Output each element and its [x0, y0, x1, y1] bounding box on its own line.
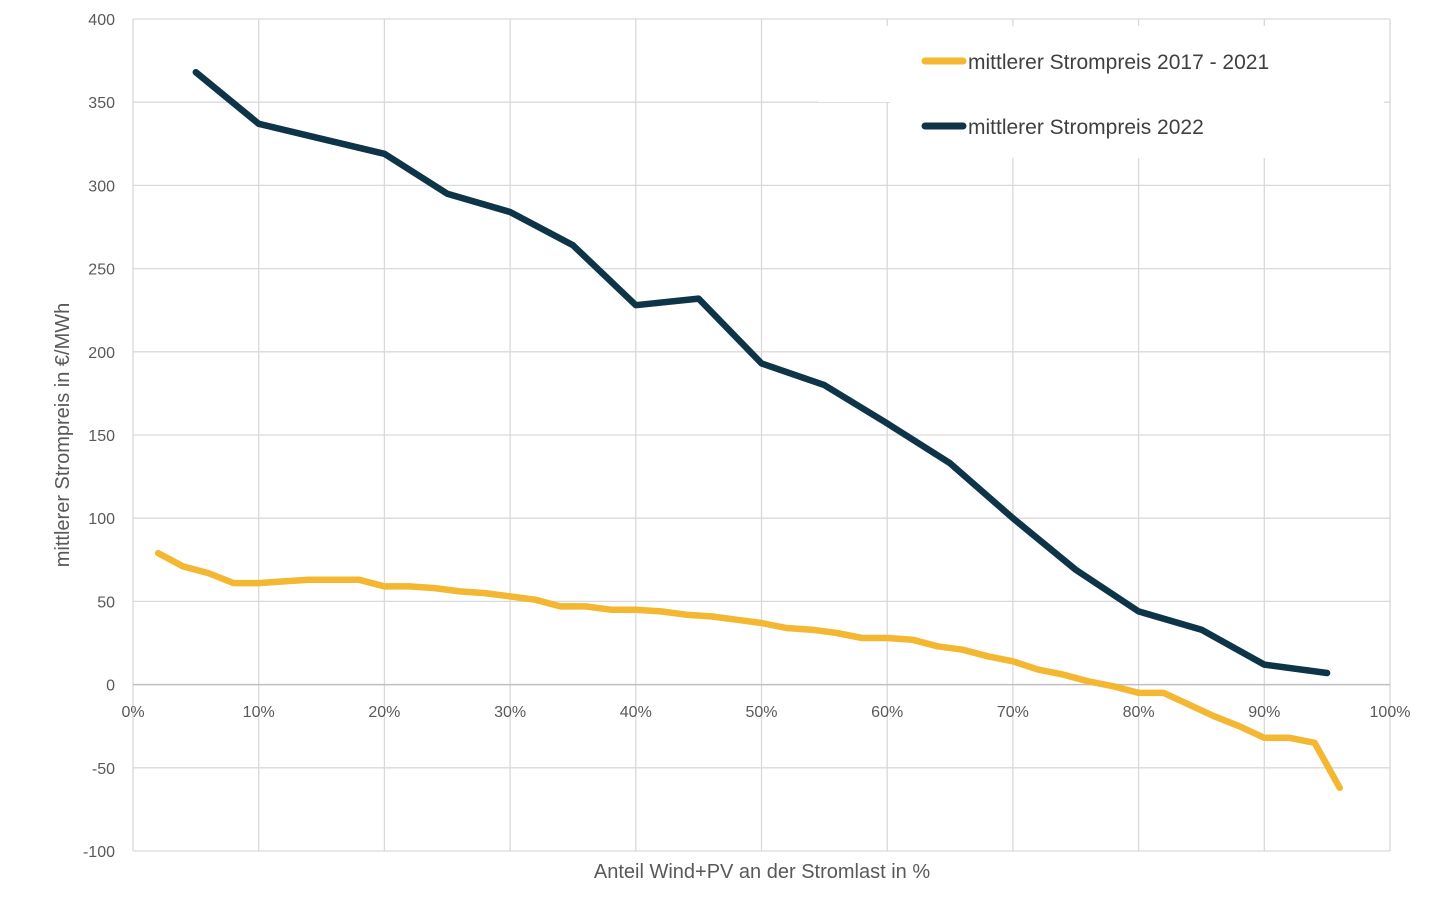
y-axis-title: mittlerer Strompreis in €/MWh	[52, 303, 74, 568]
y-tick-label: 100	[88, 511, 115, 528]
y-tick-label: 150	[88, 428, 115, 445]
y-tick-label: 300	[88, 178, 115, 195]
x-tick-label: 20%	[368, 704, 400, 721]
legend-box	[890, 100, 1384, 158]
y-tick-labels: -100 -50 0 50 100 150 200 250 300 350 400	[83, 12, 115, 861]
y-tick-label: 0	[106, 678, 115, 695]
legend-box	[818, 26, 1384, 102]
x-tick-label: 0%	[121, 704, 144, 721]
x-tick-label: 40%	[620, 704, 652, 721]
x-tick-label: 70%	[997, 704, 1029, 721]
legend-background	[818, 26, 1384, 158]
y-tick-label: -50	[92, 761, 115, 778]
series-line-2	[192, 68, 1331, 677]
x-axis-title: Anteil Wind+PV an der Stromlast in %	[594, 861, 930, 883]
x-tick-label: 30%	[494, 704, 526, 721]
x-tick-labels: 0% 10% 20% 30% 40% 50% 60% 70% 80% 90% 100%	[121, 704, 1410, 721]
series-lines	[154, 68, 1343, 792]
x-tick-label: 80%	[1123, 704, 1155, 721]
y-tick-label: 200	[88, 345, 115, 362]
x-tick-label: 50%	[745, 704, 777, 721]
y-tick-label: 350	[88, 95, 115, 112]
x-tick-label: 100%	[1370, 704, 1411, 721]
series-line-1	[154, 549, 1343, 792]
y-tick-label: 250	[88, 262, 115, 279]
y-tick-label: -100	[83, 844, 115, 861]
x-tick-label: 10%	[243, 704, 275, 721]
x-tick-label: 90%	[1248, 704, 1280, 721]
legend-label-2: mittlerer Strompreis 2022	[968, 116, 1204, 139]
y-tick-label: 400	[88, 12, 115, 29]
legend-label-1: mittlerer Strompreis 2017 - 2021	[968, 51, 1269, 74]
y-tick-label: 50	[97, 594, 115, 611]
legend: mittlerer Strompreis 2017 - 2021 mittlere…	[921, 51, 1269, 139]
x-tick-label: 60%	[871, 704, 903, 721]
grid	[132, 18, 1391, 852]
